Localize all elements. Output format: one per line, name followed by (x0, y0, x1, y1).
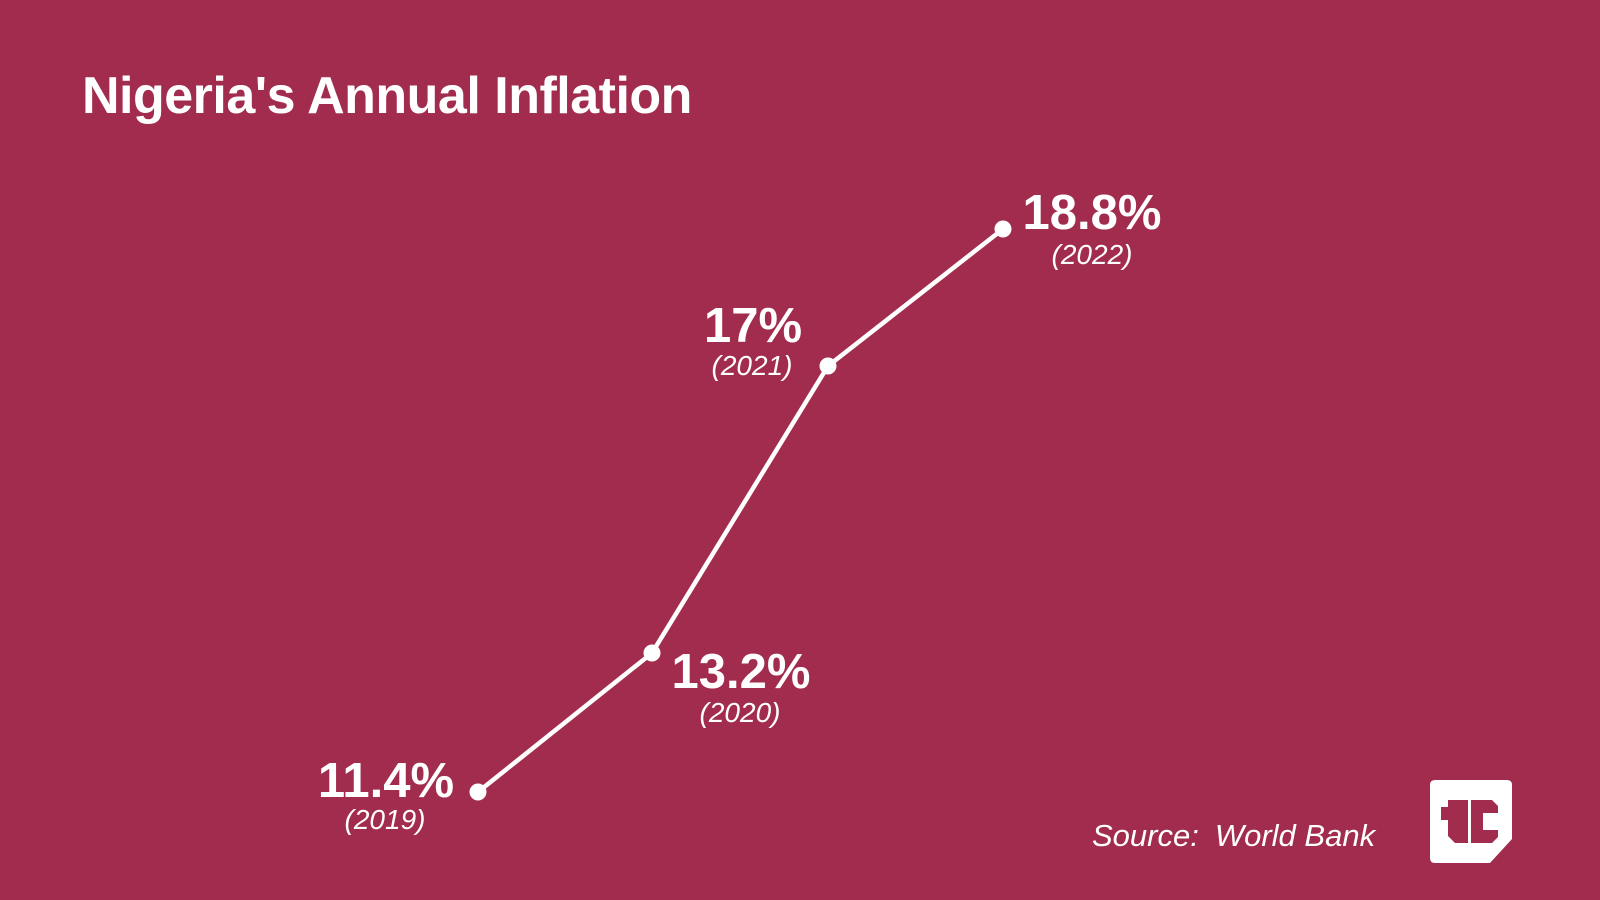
techcabal-logo (1430, 780, 1512, 863)
year-label-2020: (2020) (699, 697, 781, 728)
value-label-2021: 17% (703, 299, 803, 353)
data-point-2022 (994, 220, 1012, 238)
inflation-trend-line (475, 226, 1006, 795)
source-value: World Bank (1214, 818, 1376, 853)
data-point-2020 (643, 644, 661, 662)
value-label-2020: 13.2% (671, 645, 811, 699)
data-point-2021 (819, 357, 837, 375)
value-label-2019: 11.4% (317, 754, 455, 808)
data-point-2019 (469, 783, 487, 801)
logo-letter-c (1471, 800, 1498, 843)
source-label: Source: (1092, 818, 1199, 853)
page-title: Nigeria's Annual Inflation (82, 67, 692, 125)
year-label-2022: (2022) (1051, 239, 1133, 270)
logo-letter-t (1441, 800, 1468, 843)
value-label-2022: 18.8% (1022, 186, 1162, 240)
source-attribution: Source: World Bank (1092, 818, 1375, 854)
year-label-2021: (2021) (711, 350, 793, 381)
year-label-2019: (2019) (344, 804, 426, 835)
